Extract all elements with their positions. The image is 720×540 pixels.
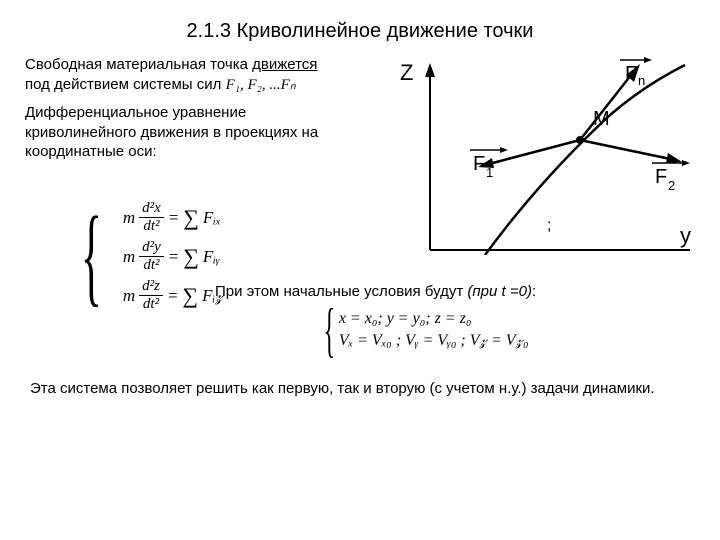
eq-row-y: m d²y dt² = ∑ Fᵢᵧ — [123, 239, 223, 274]
eq-row-x: m d²x dt² = ∑ Fᵢₓ — [123, 200, 223, 235]
svg-text:F: F — [473, 153, 485, 175]
conclusion-text: Эта система позволяет решить как первую,… — [30, 379, 695, 399]
cond-brace: { — [324, 306, 336, 354]
intro-para-2: Дифференциальное уравнение криволинейног… — [25, 103, 345, 162]
svg-text:y: y — [680, 223, 691, 248]
force-diagram: Z y M F n F 1 — [355, 55, 695, 255]
cond-label-c: : — [532, 283, 536, 300]
forces-list: F₁, F₂, ...Fₙ — [226, 77, 296, 93]
eq-sign-y: = — [168, 247, 179, 267]
frac-num-z: d²z — [139, 278, 163, 296]
eq-sign-x: = — [168, 208, 179, 228]
eq-m-z: m — [123, 286, 135, 306]
frac-den-z: dt² — [140, 296, 162, 313]
eq-sign-z: = — [167, 286, 178, 306]
initial-conditions-label: При этом начальные условия будут (при t … — [215, 283, 695, 300]
initial-conditions-block: { x = x₀; y = y₀; z = z₀ Vₓ = Vₓ₀ ; Vᵧ =… — [315, 306, 695, 354]
cond-label-a: При этом начальные условия будут — [215, 283, 467, 300]
svg-text:F: F — [655, 166, 667, 188]
sum-fiy: Fᵢᵧ — [203, 247, 220, 267]
frac-num-y: d²y — [139, 239, 164, 257]
frac-x: d²x dt² — [139, 200, 164, 235]
frac-num-x: d²x — [139, 200, 164, 218]
sigma-y: ∑ — [183, 244, 199, 270]
svg-text:F: F — [625, 63, 637, 85]
cond-velocities: Vₓ = Vₓ₀ ; Vᵧ = Vᵧ₀ ; V𝓏 = V𝓏₀ — [339, 332, 529, 350]
eq-m: m — [123, 208, 135, 228]
cond-stack: x = x₀; y = y₀; z = z₀ Vₓ = Vₓ₀ ; Vᵧ = V… — [339, 310, 529, 350]
frac-den-y: dt² — [140, 257, 162, 274]
svg-text:;: ; — [547, 217, 551, 234]
sigma-z: ∑ — [182, 283, 198, 309]
intro-para-1: Свободная материальная точка движется по… — [25, 55, 345, 95]
svg-text:Z: Z — [400, 60, 413, 85]
svg-text:n: n — [638, 73, 645, 88]
frac-den-x: dt² — [140, 218, 162, 235]
section-title: 2.1.3 Криволинейное движение точки — [25, 20, 695, 43]
svg-text:2: 2 — [668, 178, 675, 193]
sigma-x: ∑ — [183, 205, 199, 231]
sum-fix: Fᵢₓ — [203, 208, 221, 228]
eq-row-z: m d²z dt² = ∑ Fᵢ𝓏 — [123, 278, 223, 313]
cond-label-b: (при t =0) — [467, 283, 532, 300]
equation-brace: { — [81, 200, 102, 310]
eq-m-y: m — [123, 247, 135, 267]
svg-text:1: 1 — [486, 165, 493, 180]
cond-positions: x = x₀; y = y₀; z = z₀ — [339, 310, 529, 328]
intro-text-1b: движется — [252, 56, 317, 73]
frac-y: d²y dt² — [139, 239, 164, 274]
intro-text-1a: Свободная материальная точка — [25, 56, 252, 73]
frac-z: d²z dt² — [139, 278, 163, 313]
intro-text-2: под действием системы сил — [25, 76, 226, 93]
equation-stack: m d²x dt² = ∑ Fᵢₓ m d²y dt² = ∑ Fᵢᵧ m d²… — [123, 200, 223, 313]
